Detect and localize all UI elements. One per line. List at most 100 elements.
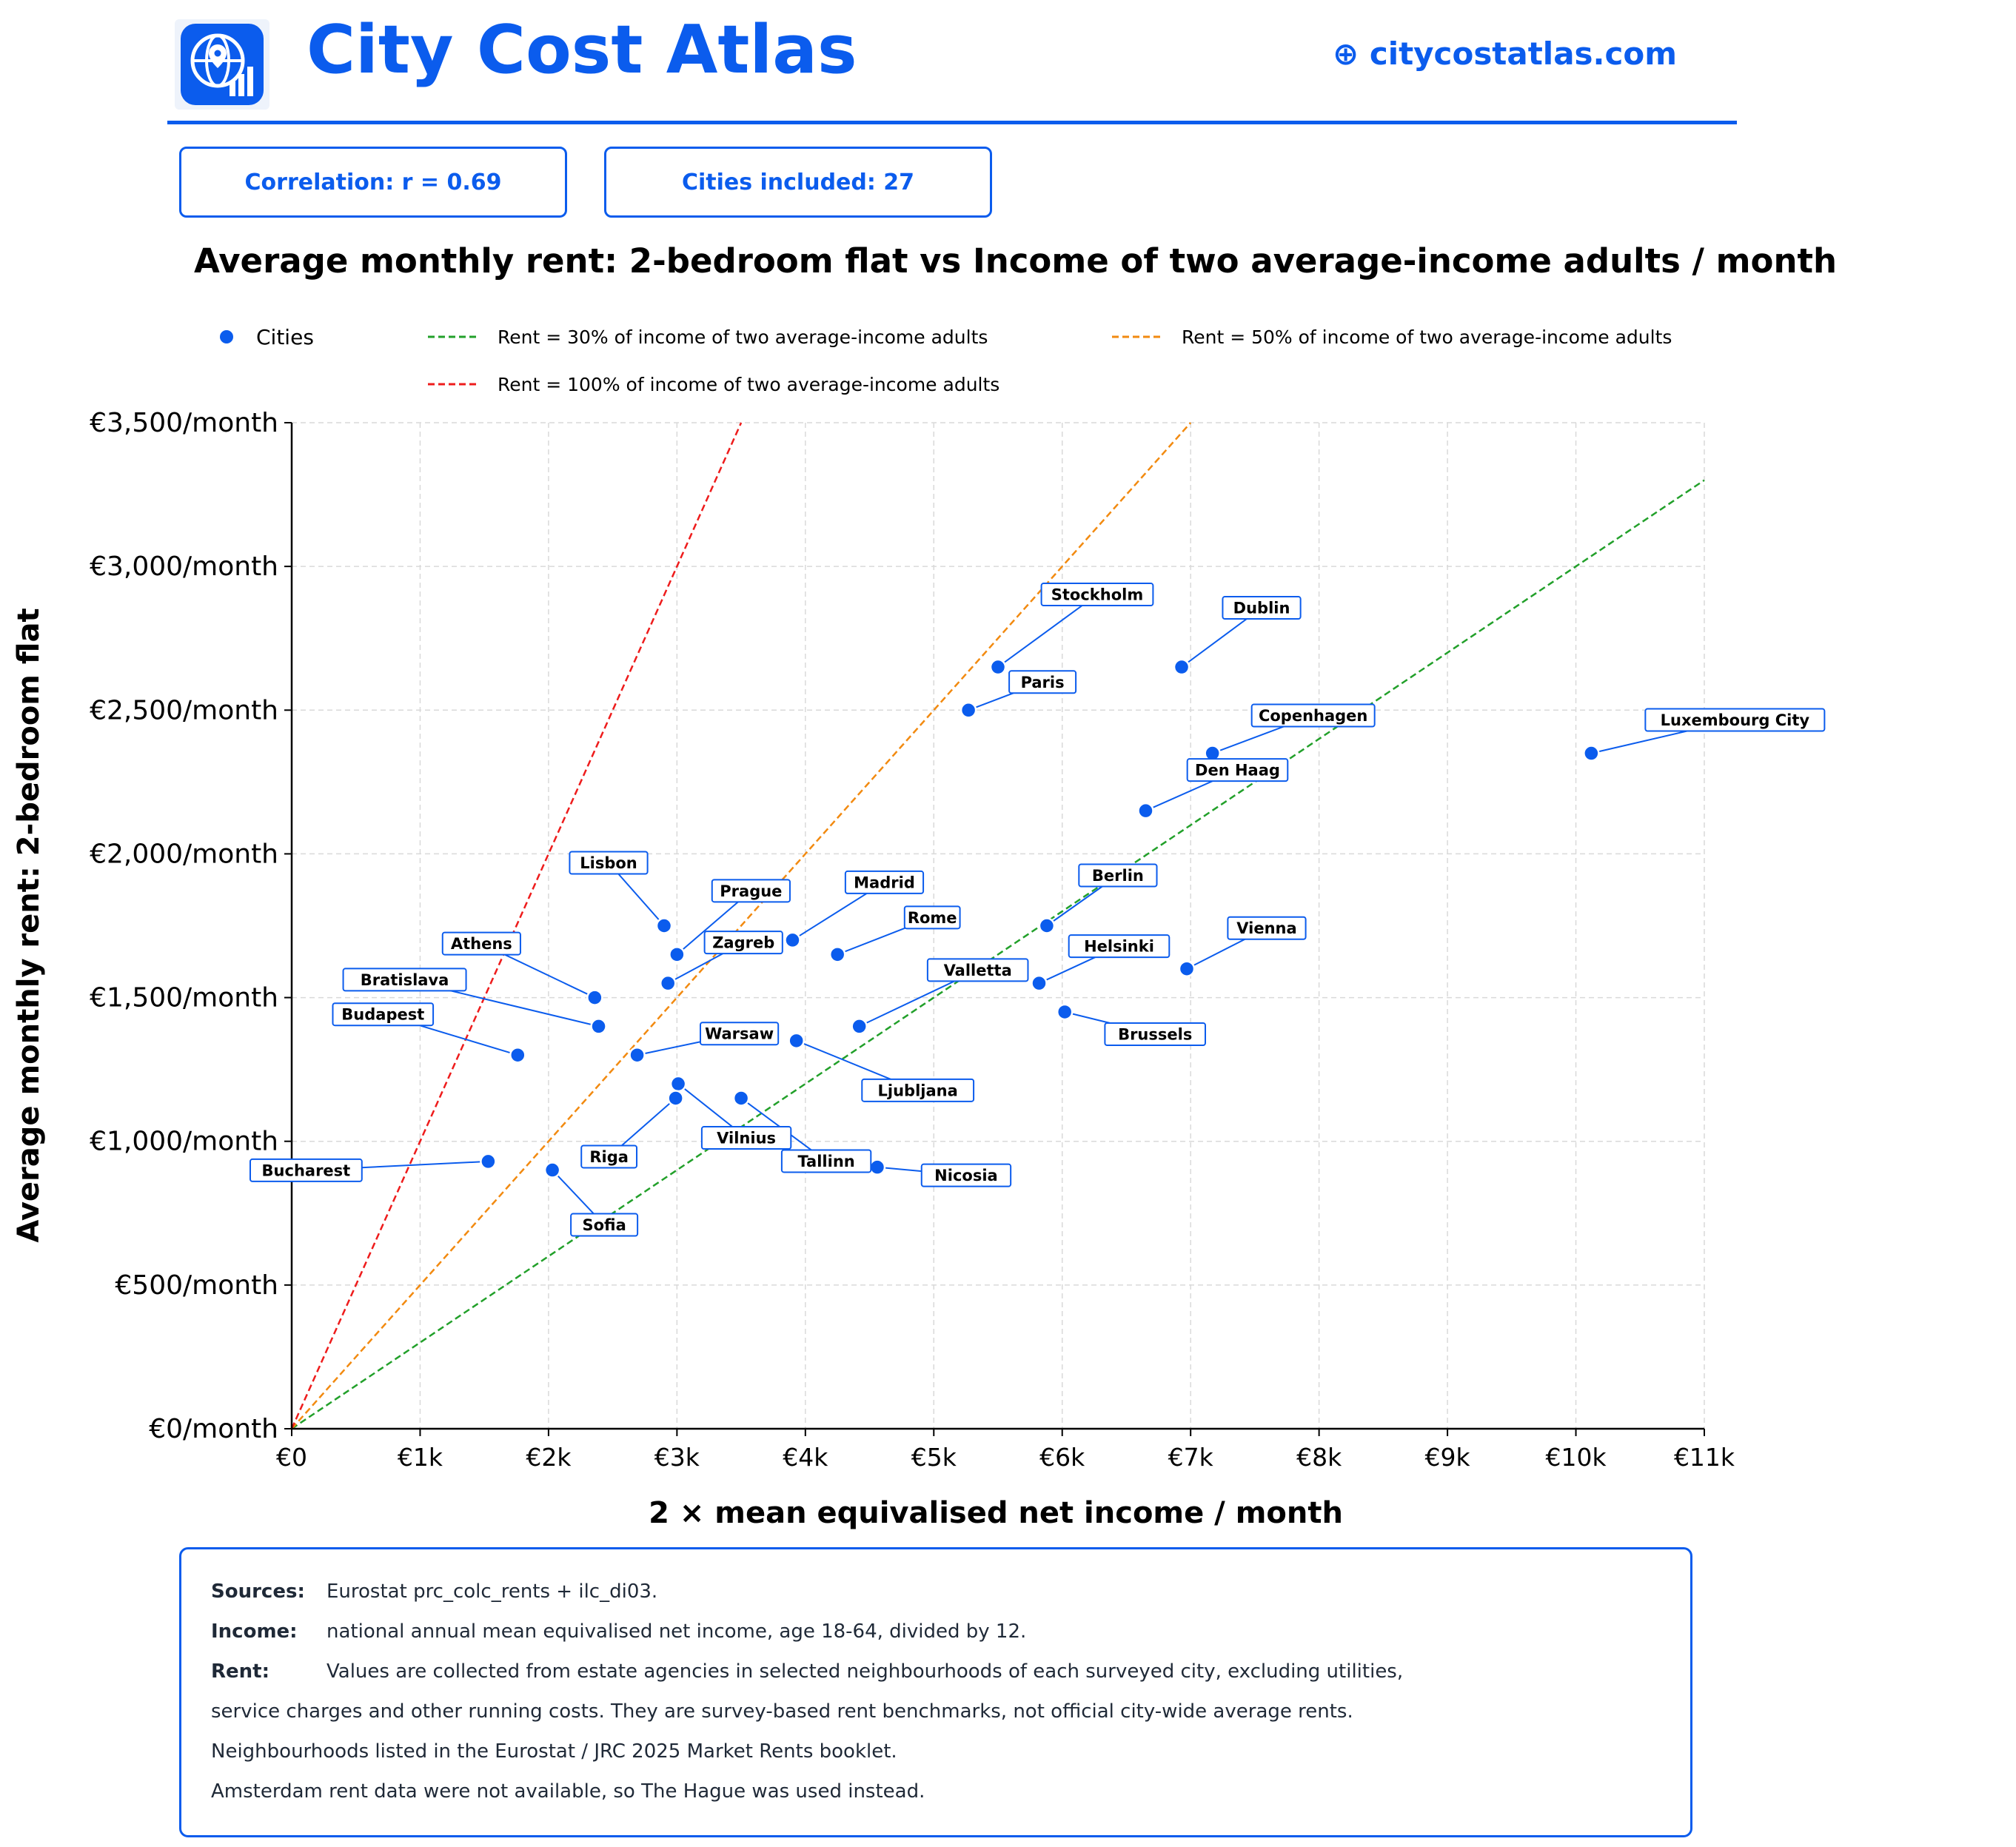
x-tick-label: €1k <box>398 1443 443 1472</box>
legend-item: Rent = 50% of income of two average-inco… <box>1112 326 1672 348</box>
city-label-text: Valletta <box>944 962 1012 979</box>
city-label-text: Athens <box>451 935 512 953</box>
y-tick-label: €1,000/month <box>90 1127 278 1157</box>
city-label: Madrid <box>844 870 925 894</box>
city-point <box>1031 974 1048 992</box>
city-label-text: Luxembourg City <box>1661 711 1810 729</box>
city-label-text: Nicosia <box>934 1167 998 1184</box>
city-label-box <box>780 1149 872 1173</box>
city-label-text: Dublin <box>1233 600 1290 617</box>
city-point <box>659 974 677 992</box>
city-label-text: Vilnius <box>717 1130 776 1147</box>
legend-label: Rent = 30% of income of two average-inco… <box>498 326 988 348</box>
city-point <box>669 1075 687 1093</box>
city-point <box>960 702 977 719</box>
city-label: Tallinn <box>780 1149 872 1173</box>
x-tick-label: €0 <box>276 1443 307 1472</box>
x-tick-label: €9k <box>1425 1443 1471 1472</box>
city-label-box <box>570 1213 639 1237</box>
city-point <box>989 658 1007 676</box>
city-point <box>543 1162 561 1179</box>
city-label-box <box>1008 670 1077 694</box>
city-label: Rome <box>903 905 961 930</box>
reference-line-100 <box>290 422 743 1429</box>
city-label-box <box>249 1158 363 1182</box>
city-label: Budapest <box>332 1002 435 1027</box>
chart-legend: Cities Rent = 30% of income of two averag… <box>220 325 1672 395</box>
city-point <box>586 989 603 1006</box>
city-label-text: Berlin <box>1092 867 1144 885</box>
x-tick-label: €11k <box>1674 1443 1735 1472</box>
city-label: Valletta <box>926 958 1029 982</box>
app-logo <box>175 19 269 110</box>
city-label-box <box>1078 863 1158 888</box>
city-label-box <box>926 958 1029 982</box>
city-label: Berlin <box>1078 863 1158 888</box>
city-point <box>1583 745 1600 762</box>
x-tick-label: €10k <box>1545 1443 1607 1472</box>
city-label-text: Lisbon <box>580 854 637 872</box>
label-connector <box>997 594 1098 668</box>
y-tick-label: €3,500/month <box>90 408 278 438</box>
city-label-text: Helsinki <box>1084 938 1154 956</box>
city-label: Ljubljana <box>861 1078 975 1102</box>
city-label: Warsaw <box>699 1022 780 1046</box>
city-label-text: Sofia <box>582 1216 626 1234</box>
city-point <box>828 946 846 963</box>
legend-marker <box>220 330 233 343</box>
city-label-text: Vienna <box>1236 919 1296 937</box>
city-label-box <box>569 851 649 875</box>
city-label-box <box>861 1078 975 1102</box>
y-tick-label: €2,500/month <box>90 695 278 725</box>
city-label-text: Riga <box>589 1148 629 1166</box>
x-tick-label: €8k <box>1296 1443 1342 1472</box>
city-point <box>1173 658 1190 676</box>
city-label: Prague <box>711 879 791 903</box>
city-label-box <box>1104 1022 1206 1046</box>
city-label: Vienna <box>1227 916 1307 940</box>
scatter-chart: Average monthly rent: 2-bedroom flat vs … <box>12 241 1837 1530</box>
note-sources-text: Eurostat prc_colc_rents + ilc_di03. <box>326 1580 658 1603</box>
city-label-text: Budapest <box>341 1006 424 1024</box>
city-label-text: Den Haag <box>1195 762 1280 780</box>
correlation-badge: Correlation: r = 0.69 <box>179 147 567 218</box>
city-label-text: Bratislava <box>361 971 449 989</box>
city-point <box>1038 917 1056 934</box>
city-point <box>1137 802 1154 819</box>
city-point <box>669 946 686 963</box>
city-label: Athens <box>441 931 521 956</box>
y-tick-label: €2,000/month <box>90 839 278 869</box>
city-point <box>629 1046 646 1064</box>
city-label-text: Warsaw <box>705 1025 774 1043</box>
city-label: Luxembourg City <box>1644 708 1826 732</box>
city-label-box <box>844 870 925 894</box>
x-axis-label: 2 × mean equivalised net income / month <box>649 1496 1343 1530</box>
chart-title: Average monthly rent: 2-bedroom flat vs … <box>194 241 1837 281</box>
city-label: Stockholm <box>1040 583 1154 607</box>
city-point <box>655 917 673 934</box>
city-point <box>1056 1003 1074 1021</box>
city-label-text: Prague <box>720 882 782 900</box>
city-point <box>788 1032 805 1050</box>
city-label-text: Zagreb <box>712 934 774 952</box>
city-point <box>509 1046 526 1064</box>
note-rent-continued: service charges and other running costs.… <box>211 1700 1353 1723</box>
city-label-box <box>1186 758 1289 782</box>
x-tick-label: €7k <box>1168 1443 1214 1472</box>
chart-axes: €0 €1k €2k €3k €4k €5k €6k €7k €8k €9k €10k €11k €0/… <box>90 408 1735 1472</box>
city-label-box <box>1227 916 1307 940</box>
legend-label: Rent = 50% of income of two average-inco… <box>1182 326 1672 348</box>
x-tick-label: €5k <box>911 1443 957 1472</box>
city-label-box <box>1250 703 1376 728</box>
x-tick-label: €3k <box>654 1443 700 1472</box>
x-tick-label: €4k <box>783 1443 828 1472</box>
city-label: Brussels <box>1104 1022 1206 1046</box>
app-title: City Cost Atlas <box>307 11 857 89</box>
notes-panel: Sources: Eurostat prc_colc_rents + ilc_di… <box>179 1547 1692 1837</box>
legend-label: Cities <box>256 325 314 349</box>
data-points <box>480 658 1600 1179</box>
city-label-box <box>342 968 467 992</box>
city-point <box>1178 960 1196 977</box>
city-label: Sofia <box>570 1213 639 1237</box>
website-link[interactable]: ⊕ citycostatlas.com <box>1333 36 1678 72</box>
